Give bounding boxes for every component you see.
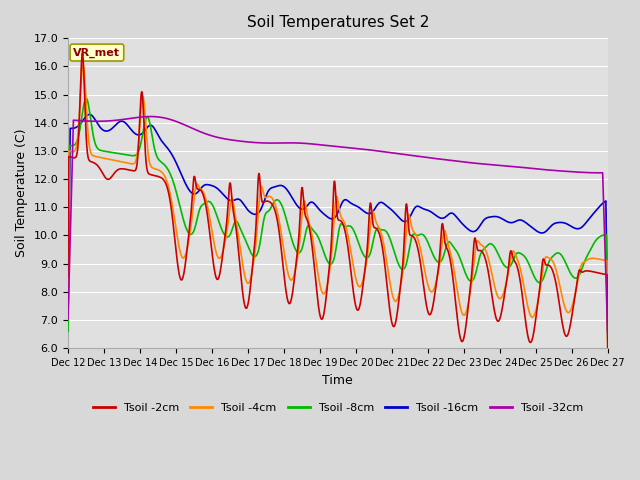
Y-axis label: Soil Temperature (C): Soil Temperature (C) [15, 129, 28, 257]
Text: VR_met: VR_met [74, 48, 120, 58]
X-axis label: Time: Time [323, 373, 353, 386]
Title: Soil Temperatures Set 2: Soil Temperatures Set 2 [246, 15, 429, 30]
Legend: Tsoil -2cm, Tsoil -4cm, Tsoil -8cm, Tsoil -16cm, Tsoil -32cm: Tsoil -2cm, Tsoil -4cm, Tsoil -8cm, Tsoi… [88, 398, 588, 417]
